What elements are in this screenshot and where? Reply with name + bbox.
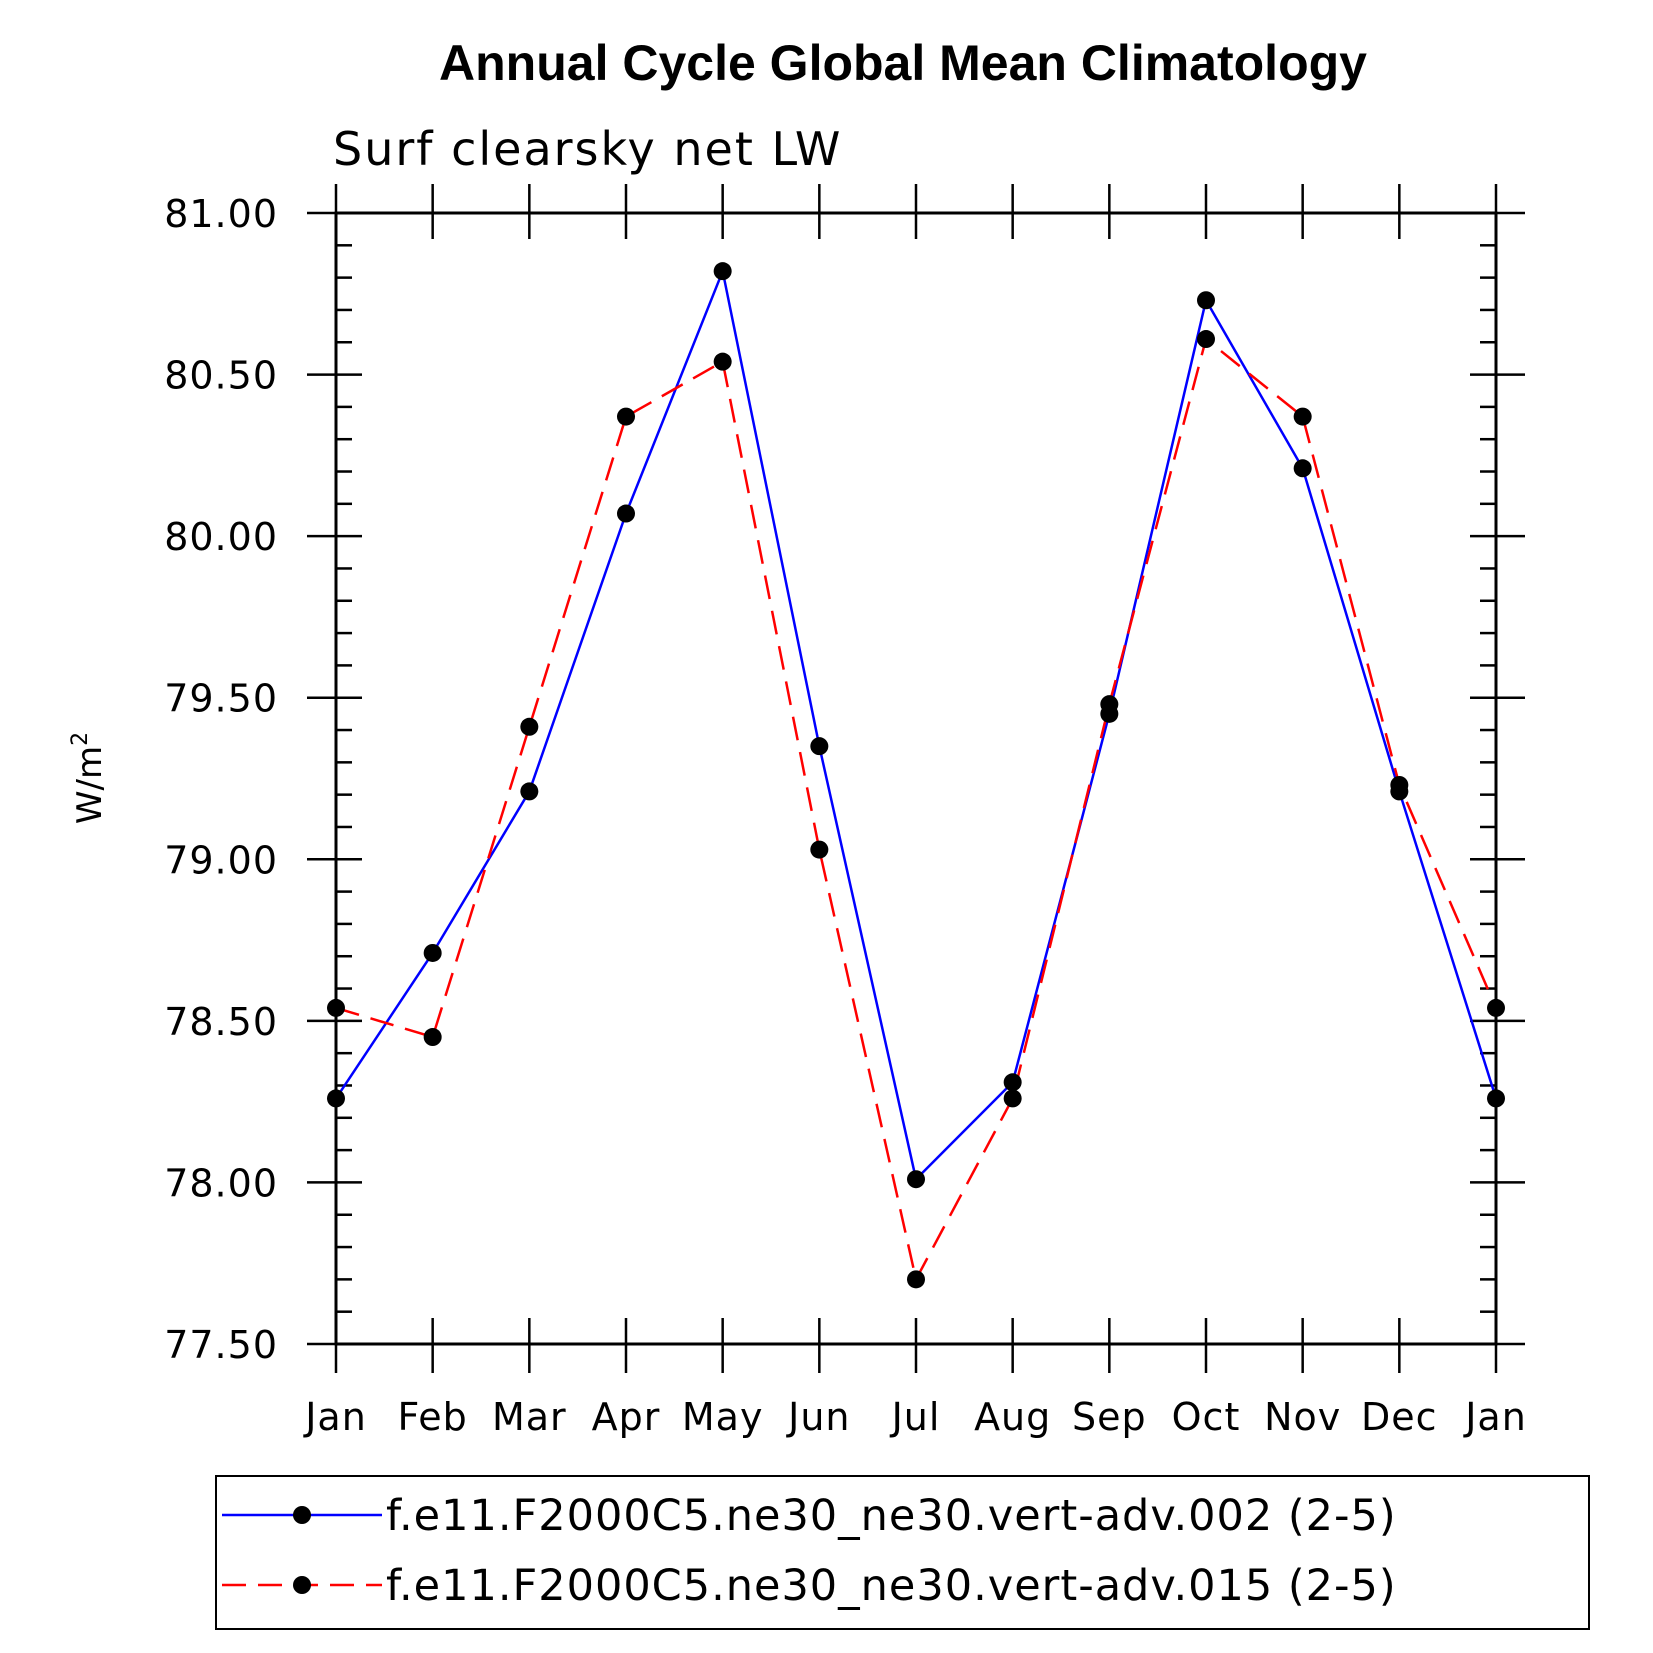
chart-subtitle: Surf clearsky net LW xyxy=(333,122,842,176)
y-tick-label: 77.50 xyxy=(164,1323,278,1367)
y-axis-label-text: W/m xyxy=(70,746,110,824)
data-point xyxy=(713,352,732,371)
y-tick-label: 80.00 xyxy=(164,515,278,559)
legend-marker xyxy=(293,1506,311,1524)
data-point xyxy=(907,1170,925,1189)
data-point xyxy=(810,840,829,859)
data-point xyxy=(617,504,635,523)
data-point xyxy=(1100,695,1119,714)
data-point xyxy=(1390,775,1409,794)
series-line xyxy=(334,266,1498,1182)
x-tick-label: Mar xyxy=(492,1395,567,1439)
legend-marker xyxy=(293,1576,311,1594)
data-point xyxy=(327,998,345,1017)
series-2 xyxy=(335,336,1498,1283)
x-tick-label: Jun xyxy=(786,1395,850,1439)
series-2-markers xyxy=(327,330,1505,1289)
x-tick-label: Jan xyxy=(303,1395,367,1439)
data-point xyxy=(1003,1073,1022,1092)
data-point xyxy=(1487,998,1505,1017)
x-tick-label: May xyxy=(682,1395,764,1439)
data-point xyxy=(520,782,539,801)
y-axis-label: W/m2 xyxy=(68,732,110,824)
y-tick-labels: 77.50 78.00 78.50 79.00 79.50 80.00 80.50 81.00 xyxy=(164,192,278,1367)
axis-ticks xyxy=(307,184,1525,1373)
series-layer xyxy=(327,262,1505,1289)
x-tick-label: Aug xyxy=(974,1395,1051,1439)
data-point xyxy=(1487,1089,1505,1108)
svg-text:W/m2: W/m2 xyxy=(68,732,110,824)
series-1 xyxy=(334,266,1498,1182)
chart-title: Annual Cycle Global Mean Climatology xyxy=(439,35,1367,91)
y-tick-label: 79.50 xyxy=(164,677,278,721)
data-point xyxy=(423,943,442,962)
series-1-markers xyxy=(327,262,1505,1189)
data-point xyxy=(1197,291,1215,310)
y-tick-label: 79.00 xyxy=(164,838,278,882)
x-tick-label: Jul xyxy=(890,1395,941,1439)
data-point xyxy=(907,1270,925,1289)
x-tick-label: Dec xyxy=(1361,1395,1438,1439)
x-tick-label: Nov xyxy=(1264,1395,1341,1439)
legend-box xyxy=(215,1475,1590,1630)
y-tick-label: 80.50 xyxy=(164,354,278,398)
data-point xyxy=(810,737,829,756)
x-tick-label: Oct xyxy=(1172,1395,1241,1439)
x-tick-label: Jan xyxy=(1463,1395,1527,1439)
y-tick-label: 78.00 xyxy=(164,1161,278,1205)
x-tick-label: Apr xyxy=(592,1395,661,1439)
data-point xyxy=(423,1028,442,1047)
y-tick-label: 81.00 xyxy=(164,192,278,236)
legend-label: f.e11.F2000C5.ne30_ne30.vert-adv.002 (2-… xyxy=(386,1491,1397,1541)
legend-item: f.e11.F2000C5.ne30_ne30.vert-adv.002 (2-… xyxy=(222,1491,1397,1541)
data-point xyxy=(713,262,732,281)
data-point xyxy=(617,407,635,426)
plot-frame xyxy=(334,211,1498,1346)
legend-label: f.e11.F2000C5.ne30_ne30.vert-adv.015 (2-… xyxy=(386,1561,1397,1611)
x-tick-labels: Jan Feb Mar Apr May Jun Jul Aug Sep Oct Nov Dec Jan xyxy=(303,1395,1527,1439)
y-tick-label: 78.50 xyxy=(164,1000,278,1044)
legend-item: f.e11.F2000C5.ne30_ne30.vert-adv.015 (2-… xyxy=(222,1561,1397,1611)
data-point xyxy=(327,1089,345,1108)
x-tick-label: Sep xyxy=(1072,1395,1147,1439)
legend: f.e11.F2000C5.ne30_ne30.vert-adv.002 (2-… xyxy=(222,1491,1397,1611)
data-point xyxy=(520,717,539,736)
data-point xyxy=(1003,1089,1022,1108)
y-axis-label-superscript: 2 xyxy=(68,732,93,746)
data-point xyxy=(1197,330,1215,349)
series-line xyxy=(335,336,1498,1283)
data-point xyxy=(1293,459,1312,478)
data-point xyxy=(1293,407,1312,426)
x-tick-label: Feb xyxy=(398,1395,468,1439)
